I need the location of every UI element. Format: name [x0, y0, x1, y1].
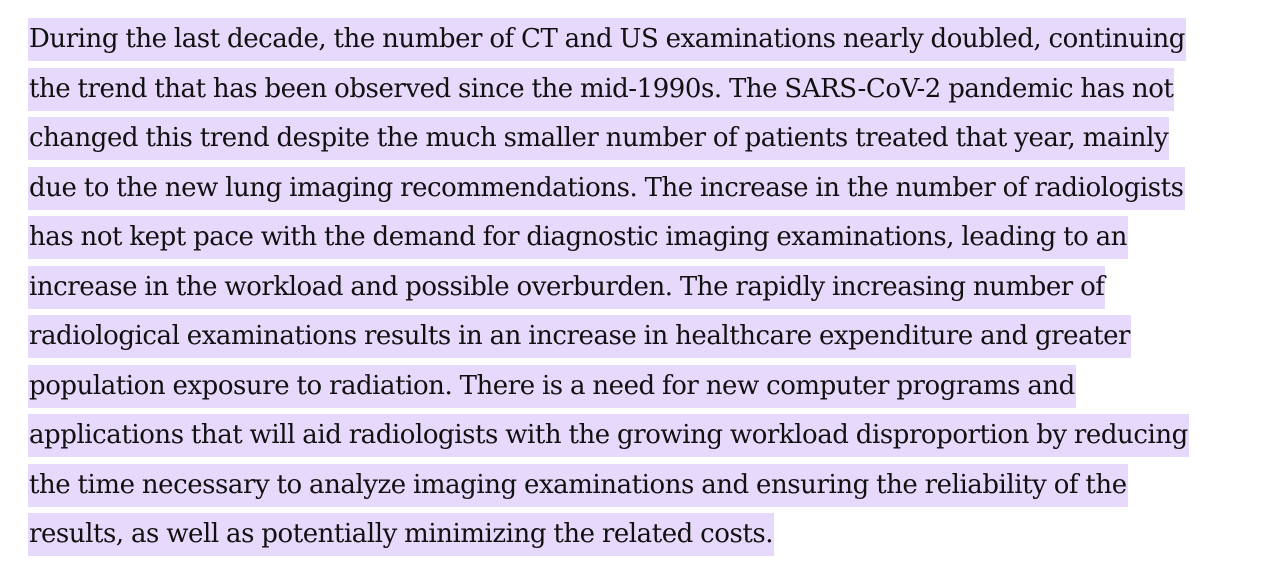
highlighted-text: changed this trend despite the much smal… [28, 117, 1170, 160]
paragraph-line-9: applications that will aid radiologists … [28, 414, 1258, 464]
paragraph-line-11: results, as well as potentially minimizi… [28, 513, 1258, 563]
paragraph-line-4: due to the new lung imaging recommendati… [28, 166, 1258, 217]
paragraph-line-10: the time necessary to analyze imaging ex… [28, 463, 1258, 514]
document-paragraph: During the last decade, the number of CT… [28, 18, 1258, 563]
highlighted-text: During the last decade, the number of CT… [28, 18, 1186, 61]
paragraph-line-3: changed this trend despite the much smal… [28, 117, 1258, 167]
highlighted-text: results, as well as potentially minimizi… [28, 513, 775, 556]
paragraph-line-6: increase in the workload and possible ov… [28, 265, 1258, 316]
paragraph-line-8: population exposure to radiation. There … [28, 364, 1258, 415]
highlighted-text: population exposure to radiation. There … [28, 364, 1076, 408]
highlighted-text: the trend that has been observed since t… [28, 67, 1175, 111]
paragraph-line-1: During the last decade, the number of CT… [28, 18, 1258, 68]
highlighted-text: has not kept pace with the demand for di… [28, 216, 1128, 259]
paragraph-line-2: the trend that has been observed since t… [28, 67, 1258, 118]
highlighted-text: applications that will aid radiologists … [28, 414, 1189, 457]
paragraph-line-7: radiological examinations results in an … [28, 315, 1258, 365]
highlighted-text: the time necessary to analyze imaging ex… [28, 463, 1128, 507]
paragraph-line-5: has not kept pace with the demand for di… [28, 216, 1258, 266]
highlighted-text: radiological examinations results in an … [28, 315, 1132, 358]
highlighted-text: increase in the workload and possible ov… [28, 265, 1106, 309]
highlighted-text: due to the new lung imaging recommendati… [28, 166, 1185, 210]
